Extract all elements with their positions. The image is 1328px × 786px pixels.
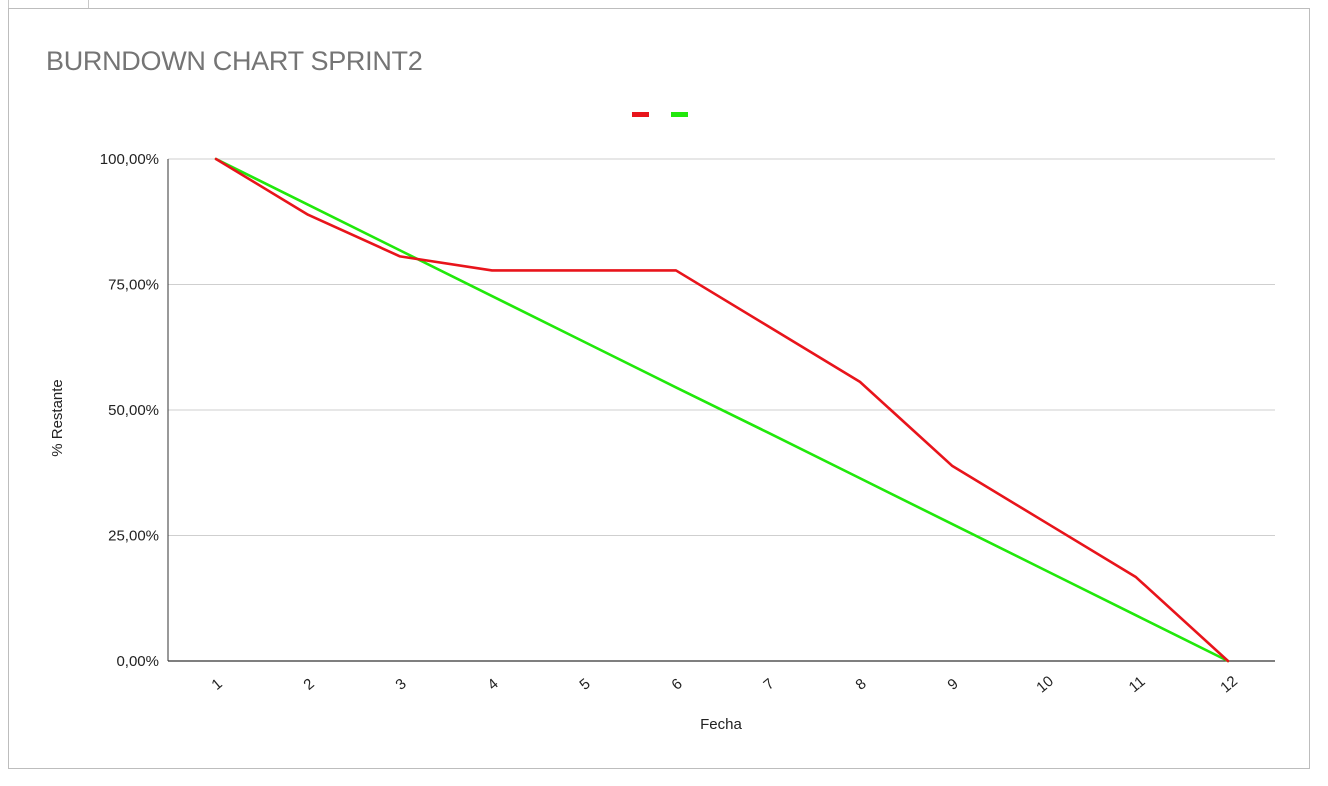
- legend-swatch: [632, 112, 649, 117]
- x-tick-label: 7: [760, 675, 777, 693]
- corner-divider: [0, 0, 9, 8]
- y-tick-label: 25,00%: [108, 528, 159, 545]
- chart-container: [8, 8, 1310, 769]
- x-tick-label: 5: [576, 675, 593, 693]
- chart-title: BURNDOWN CHART SPRINT2: [46, 46, 423, 76]
- y-tick-label: 75,00%: [108, 277, 159, 294]
- gridlines: [168, 158, 1275, 536]
- corner-divider: [88, 0, 89, 9]
- legend-swatch: [671, 112, 688, 117]
- y-tick-label: 50,00%: [108, 402, 159, 419]
- x-tick-label: 9: [944, 675, 961, 693]
- axes: [167, 159, 1275, 662]
- y-axis-label: % Restante: [49, 379, 66, 457]
- x-tick-label: 1: [208, 675, 225, 693]
- y-tick-labels: 0,00% 25,00% 50,00% 75,00% 100,00%: [100, 151, 159, 670]
- x-tick-label: 4: [484, 675, 501, 693]
- y-tick-label: 100,00%: [100, 151, 159, 168]
- legend: [632, 112, 688, 117]
- series-lines: [214, 157, 1230, 663]
- x-tick-label: 8: [852, 675, 869, 693]
- x-tick-label: 10: [1033, 673, 1057, 697]
- x-tick-label: 11: [1126, 673, 1149, 696]
- x-tick-labels: 1 2 3 4 5 6 7 8 9 10 11 12: [208, 673, 1241, 697]
- x-tick-label: 12: [1217, 673, 1241, 697]
- series-line: [214, 157, 1230, 663]
- x-tick-label: 6: [668, 675, 685, 693]
- y-tick-label: 0,00%: [116, 653, 159, 670]
- x-tick-label: 3: [392, 675, 409, 693]
- x-axis-label: Fecha: [700, 716, 742, 733]
- series-line: [214, 157, 1230, 663]
- x-tick-label: 2: [300, 675, 317, 693]
